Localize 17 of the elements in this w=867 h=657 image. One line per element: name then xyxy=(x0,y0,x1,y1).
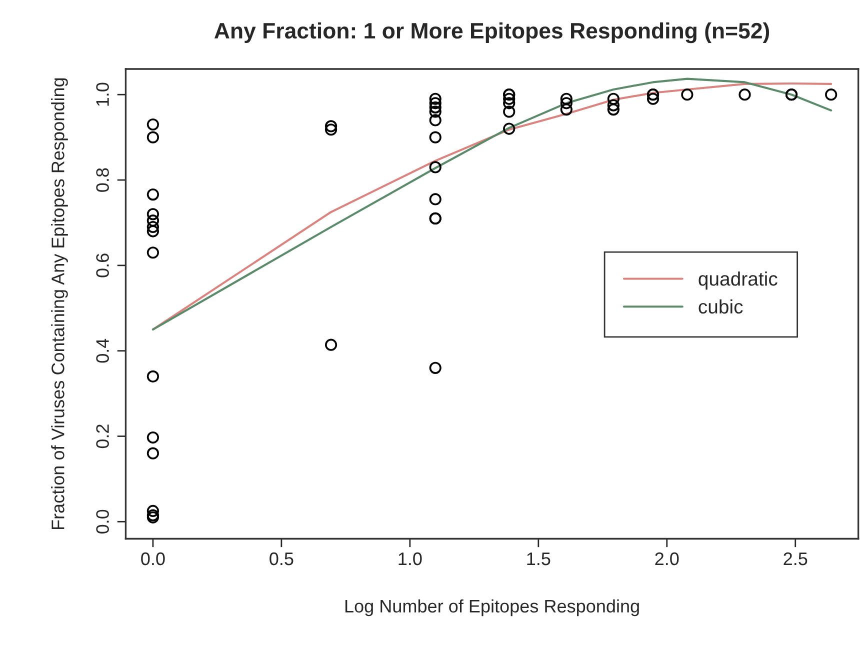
x-tick-label: 1.0 xyxy=(398,552,422,566)
legend-label: cubic xyxy=(698,299,743,314)
x-tick-label: 1.5 xyxy=(527,552,550,566)
y-axis-title: Fraction of Viruses Containing Any Epitopes Responding xyxy=(51,78,68,530)
x-tick-label: 0.5 xyxy=(270,552,294,566)
x-tick-label: 2.0 xyxy=(655,552,679,566)
y-tick-label: 0.4 xyxy=(96,338,109,363)
chart-title: Any Fraction: 1 or More Epitopes Responding (n=52) xyxy=(214,22,770,44)
x-tick-label: 0.0 xyxy=(141,552,165,566)
legend-label: quadratic xyxy=(698,271,778,290)
y-tick-label: 0.0 xyxy=(96,510,109,534)
y-tick-label: 0.8 xyxy=(96,168,109,192)
y-tick-label: 0.2 xyxy=(96,424,109,448)
x-tick-label: 2.5 xyxy=(784,552,808,566)
y-tick-label: 1.0 xyxy=(96,82,109,106)
y-tick-label: 0.6 xyxy=(96,254,109,278)
x-axis-title: Log Number of Epitopes Responding xyxy=(345,599,639,616)
